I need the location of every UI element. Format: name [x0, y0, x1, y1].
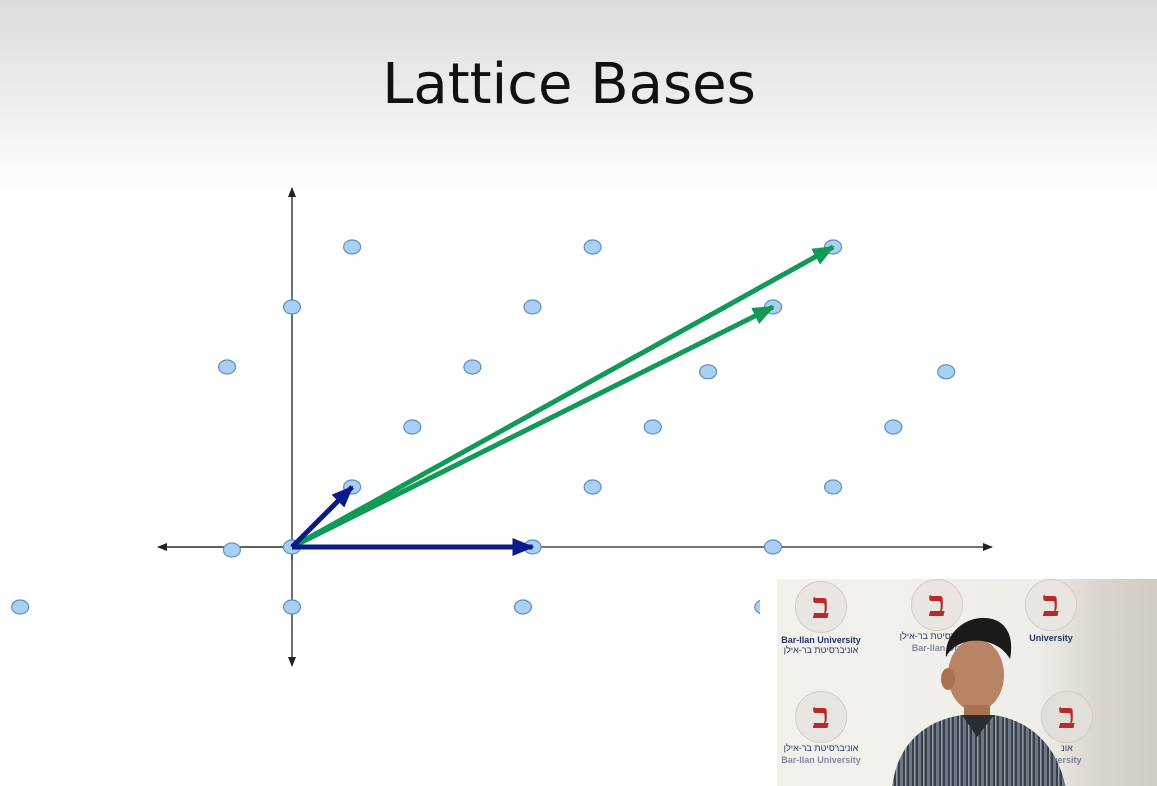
lattice-point [282, 599, 302, 615]
lattice-point [523, 299, 542, 315]
lattice-point [513, 599, 533, 615]
basis-vectors [290, 244, 835, 556]
lattice-point [583, 479, 602, 495]
lattice-point [583, 239, 602, 255]
university-logo: ב אוניברסיטת בר-אילן Bar-Ilan Uni [895, 579, 979, 653]
lattice-point [11, 599, 30, 615]
university-logo: ב אוניברסיטת בר-אילן Bar-Ilan University [779, 691, 863, 765]
webcam-inset: ב Bar-Ilan University אוניברסיטת בר-אילן… [760, 573, 1157, 786]
logo-text-hebrew: אוניברסיטת בר-אילן [783, 645, 859, 655]
lattice-points [11, 239, 956, 615]
lattice-point [823, 479, 843, 495]
lattice-point [643, 419, 662, 435]
presenter-figure [892, 617, 1066, 786]
slide-title: Lattice Bases [382, 52, 756, 117]
logo-text-hebrew: אונ [1061, 743, 1073, 753]
university-seal-icon: ב [795, 691, 847, 743]
university-seal-icon: ב [1025, 579, 1077, 631]
lattice-point [222, 542, 241, 558]
webcam-backdrop: ב Bar-Ilan University אוניברסיטת בר-אילן… [777, 579, 1157, 786]
university-seal-icon: ב [911, 579, 963, 631]
lattice-point [937, 364, 956, 380]
lattice-point [463, 359, 482, 375]
long-basis-vector [290, 244, 835, 550]
university-logo: ב אונ versity [1025, 691, 1109, 765]
university-seal-icon: ב [795, 581, 847, 633]
lattice-point [343, 239, 362, 255]
logo-text-english: University [1029, 633, 1073, 643]
lattice-point [403, 419, 422, 435]
logo-text-hebrew: אוניברסיטת בר-אילן [899, 631, 975, 641]
logo-text-english: Bar-Ilan Uni [911, 643, 963, 653]
lattice-point [884, 419, 903, 435]
logo-text-english: Bar-Ilan University [781, 635, 861, 645]
logo-text-english: versity [1052, 755, 1082, 765]
lattice-point [282, 299, 302, 315]
university-logo: ב Bar-Ilan University אוניברסיטת בר-אילן [779, 581, 863, 655]
long-basis-vector [290, 304, 775, 550]
lattice-point [218, 359, 237, 375]
short-basis-vector [290, 485, 354, 549]
lattice-point [763, 539, 783, 555]
logo-text-hebrew: אוניברסיטת בר-אילן [783, 743, 859, 753]
university-seal-icon: ב [1041, 691, 1093, 743]
logo-text-english: Bar-Ilan University [781, 755, 861, 765]
university-logo: ב University [1009, 579, 1093, 643]
lattice-point [698, 364, 718, 380]
